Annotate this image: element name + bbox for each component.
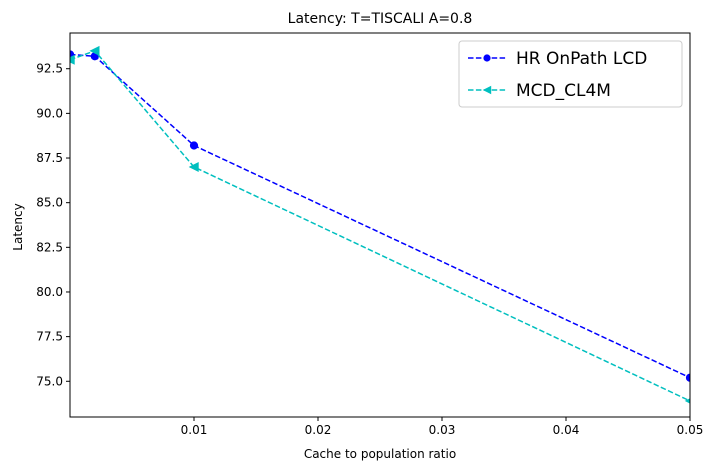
- plot-area: 0.01 0.02 0.03 0.04 0.05 75.0 77.5 80.0 82.5 85.0…: [36, 32, 704, 437]
- y-tick-label: 85.0: [36, 196, 63, 210]
- x-tick-label: 0.01: [181, 423, 208, 437]
- legend-label-2: MCD_CL4M: [516, 81, 611, 101]
- series-1-point-4: [685, 373, 690, 382]
- x-tick-label: 0.05: [677, 423, 704, 437]
- series-2-point-4: [684, 398, 690, 404]
- legend-marker-2: [482, 85, 492, 95]
- series-2-point-1: [70, 54, 75, 65]
- plot-frame: [69, 32, 691, 418]
- x-axis-label: Cache to population ratio: [304, 447, 456, 461]
- series-1-point-3: [189, 141, 199, 150]
- y-tick-label: 87.5: [36, 151, 63, 165]
- series-2-point-3: [188, 161, 199, 172]
- y-tick-label: 92.5: [36, 62, 63, 76]
- y-axis-label: Latency: [11, 203, 25, 250]
- y-tick-label: 77.5: [36, 330, 63, 344]
- legend-box: [458, 40, 683, 108]
- x-tick-label: 0.02: [305, 423, 332, 437]
- x-tick-label: 0.04: [553, 423, 580, 437]
- legend-label-1: HR OnPath LCD: [516, 49, 647, 69]
- series-line-2: [70, 49, 690, 402]
- y-tick-label: 75.0: [36, 374, 63, 388]
- series-2-point-2: [89, 45, 100, 56]
- legend-marker-1: [483, 54, 491, 62]
- legend: HR OnPath LCD MCD_CL4M: [458, 40, 683, 108]
- series-group: [70, 45, 690, 404]
- y-tick-label: 90.0: [36, 106, 63, 120]
- y-tick-label: 80.0: [36, 285, 63, 299]
- y-tick-label: 82.5: [36, 240, 63, 254]
- chart-title: Latency: T=TISCALI A=0.8: [288, 11, 473, 27]
- x-tick-label: 0.03: [429, 423, 456, 437]
